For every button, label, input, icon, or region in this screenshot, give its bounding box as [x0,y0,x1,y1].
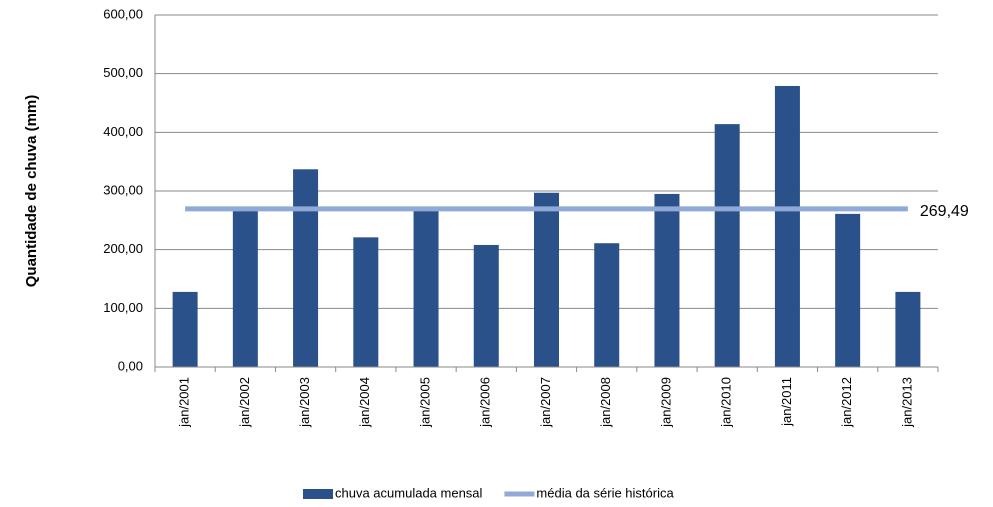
y-tick-label: 300,00 [103,182,143,197]
bar [293,169,319,367]
bar [835,213,861,367]
bar [172,291,198,367]
x-tick-label: jan/2011 [779,377,794,427]
x-tick-label: jan/2013 [899,377,914,428]
y-tick-label: 400,00 [103,124,143,139]
bar [413,209,439,367]
legend-label: chuva acumulada mensal [335,485,483,500]
x-tick-label: jan/2008 [598,377,613,428]
x-tick-label: jan/2010 [719,377,734,428]
bar [232,209,258,367]
x-tick-label: jan/2001 [177,377,192,428]
x-tick-label: jan/2006 [478,377,493,428]
y-tick-label: 600,00 [103,6,143,21]
bar [534,192,559,367]
data-label: 269,49 [920,203,969,220]
x-tick-label: jan/2007 [538,377,553,428]
x-tick-label: jan/2003 [297,377,312,428]
y-tick-label: 100,00 [103,300,143,315]
x-tick-label: jan/2012 [839,377,854,428]
bar [774,85,800,367]
y-tick-label: 0,00 [118,358,143,373]
bar [594,243,620,367]
y-axis-label: Quantidade de chuva (mm) [23,95,40,288]
x-tick-label: jan/2009 [658,377,673,428]
y-tick-label: 500,00 [103,65,143,80]
bar [473,244,499,367]
bar [353,237,379,367]
legend-label: média da série histórica [536,485,674,500]
bar [714,124,740,368]
x-tick-label: jan/2004 [357,377,372,428]
y-tick-label: 200,00 [103,241,143,256]
x-tick-label: jan/2002 [237,377,252,428]
legend-swatch [303,489,333,499]
bar [654,193,680,367]
x-tick-label: jan/2005 [417,377,432,428]
bar [895,291,921,367]
